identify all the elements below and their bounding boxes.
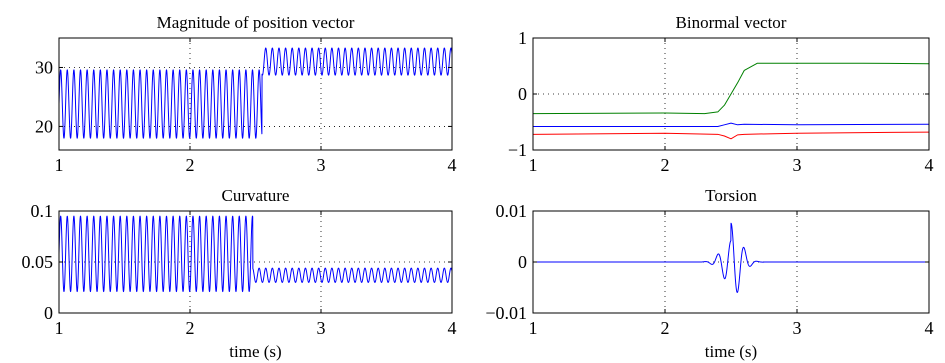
series-line-1 (59, 215, 452, 293)
series-line-2 (533, 122, 929, 127)
y-tick-label: 1 (518, 28, 527, 48)
series-line-1 (533, 222, 929, 293)
y-tick-label: 0.05 (22, 252, 54, 272)
x-tick-label: 3 (793, 155, 802, 175)
x-tick-label: 4 (448, 155, 457, 175)
y-tick-label: 0 (44, 303, 53, 323)
chart-title: Torsion (705, 186, 757, 205)
chart-title: Magnitude of position vector (157, 13, 355, 32)
x-tick-label: 2 (661, 155, 670, 175)
chart-title: Curvature (222, 186, 290, 205)
chart-panel-binormal: 1 2 3 4 −1 0 1 Binormal vector (508, 13, 934, 175)
x-tick-label: 1 (55, 318, 64, 338)
y-tick-label: 0.1 (31, 201, 54, 221)
x-tick-label: 4 (448, 318, 457, 338)
series-line-3 (533, 131, 929, 140)
y-tick-label: 0 (518, 84, 527, 104)
y-tick-label: 30 (35, 57, 53, 77)
y-tick-label: 0.01 (496, 201, 528, 221)
y-tick-label: 0 (518, 252, 527, 272)
x-tick-label: 4 (925, 318, 934, 338)
series-line-1 (533, 62, 929, 115)
series-line-1 (59, 47, 452, 139)
x-axis-label: time (s) (229, 342, 281, 361)
x-tick-label: 2 (186, 318, 195, 338)
x-tick-label: 1 (55, 155, 64, 175)
chart-panel-torsion: 1 2 3 4 −0.01 0 0.01 Torsion time (s) (485, 186, 933, 361)
y-tick-label: −1 (508, 140, 527, 160)
x-tick-label: 1 (529, 318, 538, 338)
x-tick-label: 1 (529, 155, 538, 175)
x-tick-label: 3 (317, 318, 326, 338)
x-tick-label: 3 (317, 155, 326, 175)
chart-panel-curvature: 1 2 3 4 0 0.05 0.1 Curvature time (s) (22, 186, 457, 361)
x-tick-label: 3 (793, 318, 802, 338)
chart-panel-position-magnitude: 1 2 3 4 20 30 Magnitude of position vector (35, 13, 457, 175)
chart-title: Binormal vector (676, 13, 787, 32)
x-tick-label: 4 (925, 155, 934, 175)
y-tick-label: 20 (35, 116, 53, 136)
x-axis-label: time (s) (705, 342, 757, 361)
axes-frame (58, 37, 453, 151)
x-tick-label: 2 (186, 155, 195, 175)
x-tick-label: 2 (661, 318, 670, 338)
y-tick-label: −0.01 (485, 303, 527, 323)
